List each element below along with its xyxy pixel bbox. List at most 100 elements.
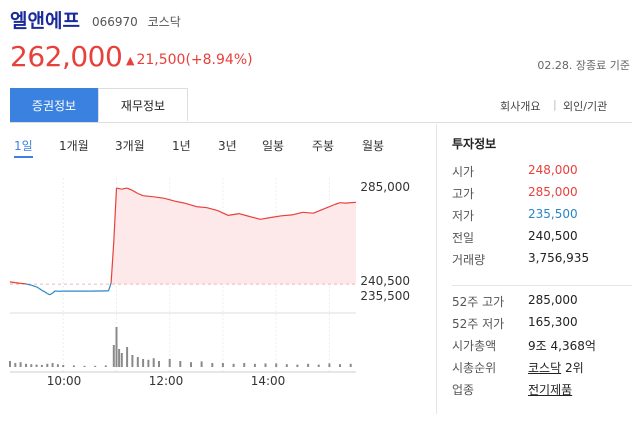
volume-bar [275,363,278,367]
up-arrow-icon: ▲ [126,54,135,67]
info-stat-value: 240,500 [528,229,578,243]
volume-bar [104,365,107,367]
stock-code: 066970 [92,15,138,29]
volume-bar [35,364,38,367]
period-weekly-candle[interactable]: 주봉 [312,139,335,153]
volume-bar [56,364,59,367]
info-52w-value: 285,000 [528,293,578,307]
investment-info-panel: 투자정보 시가 248,000 고가 285,000 저가 235,500 전일 240,50… [452,135,632,397]
volume-bar [253,363,256,367]
volume-bar [264,363,267,367]
volume-bar [40,365,43,367]
period-1m[interactable]: 1개월 [59,139,89,153]
info-52w-label: 52주 고가 [452,295,505,309]
volume-bar [147,359,150,367]
price-line-segment [270,215,282,219]
price-line-segment [281,214,293,217]
volume-bar [211,363,214,367]
price-line-segment [217,210,229,216]
price-area-fill [10,188,356,285]
investment-info-title: 투자정보 [452,137,497,151]
price-line-segment [31,284,37,288]
rank-market-link[interactable]: 코스닥 [528,361,562,375]
price-line-segment [113,188,118,242]
price-line-segment [116,187,122,190]
current-price: 262,000 [10,40,123,73]
link-separator: | [553,98,557,111]
volume-bar [243,363,246,367]
sector-label: 업종 [452,383,475,397]
info-stat-label: 시가 [452,165,475,179]
price-line-segment [153,196,165,199]
price-line-segment [323,203,335,210]
volume-bar [14,363,17,367]
price-line-segment [52,290,56,294]
price-line-segment [15,282,21,284]
market-cap-rank-label: 시총순위 [452,361,497,375]
info-separator [452,285,632,286]
price-line-group [9,187,357,296]
price-line-segment [302,211,314,214]
period-3m[interactable]: 3개월 [115,139,145,153]
period-monthly-candle[interactable]: 월봉 [362,139,385,153]
volume-bar [46,363,49,367]
volume-bar [112,345,115,367]
x-label-1200: 12:00 [149,374,184,388]
x-label-1000: 10:00 [47,374,82,388]
info-stat-value: 3,756,935 [528,251,590,265]
volume-bar [221,363,224,367]
market-name: 코스닥 [147,15,181,29]
volume-bar [200,361,203,367]
price-line-segment [313,208,325,214]
volume-bar [51,363,54,367]
price-line-segment [185,202,197,208]
price-line-segment [260,216,271,220]
period-1d[interactable]: 1일 [14,137,33,158]
price-line-segment [174,200,186,204]
price-line-segment [49,292,53,296]
price-line-segment [137,192,144,197]
volume-bar [94,365,97,367]
info-stat-label: 저가 [452,209,475,223]
volume-bar [118,349,121,367]
volume-bar [328,363,331,367]
company-overview-link[interactable]: 회사개요 [500,100,541,113]
price-line-segment [25,283,32,286]
info-52w-label: 52주 저가 [452,317,505,331]
price-line-segment [164,197,176,202]
price-line-segment [47,292,51,296]
foreign-institution-link[interactable]: 외인/기관 [563,100,608,113]
volume-bar [179,361,182,367]
y-label-high: 285,000 [360,180,410,194]
volume-bar [19,362,22,367]
price-change-value: 21,500(+8.94%) [136,52,253,68]
volume-bar [232,363,235,367]
volume-bar [25,363,27,367]
price-line-segment [44,291,48,294]
price-line-segment [110,241,115,284]
price-line-segment [107,282,112,292]
price-line-segment [36,286,40,290]
sector-link[interactable]: 전기제품 [528,383,573,397]
info-stat-label: 전일 [452,231,475,245]
volume-bar [296,364,299,367]
stock-code-line: 066970 코스닥 [92,13,187,30]
tab-financial-info[interactable]: 재무정보 [98,88,188,121]
period-3y[interactable]: 3년 [218,139,237,153]
price-line-segment [228,213,239,216]
period-daily-candle[interactable]: 일봉 [262,139,285,153]
volume-bar [115,327,118,367]
volume-bar [152,358,155,367]
period-1y[interactable]: 1년 [172,139,191,153]
volume-bar [285,364,288,367]
tab-stock-info[interactable]: 증권정보 [10,88,98,122]
price-line-segment [196,206,208,209]
x-label-1400: 14:00 [251,374,286,388]
volume-bar [190,362,192,367]
volume-bar [339,364,341,367]
volume-bar [142,359,145,367]
volume-bar [131,355,134,367]
price-line-segment [132,189,139,195]
volume-bar [158,361,160,367]
price-line-segment [206,207,218,212]
